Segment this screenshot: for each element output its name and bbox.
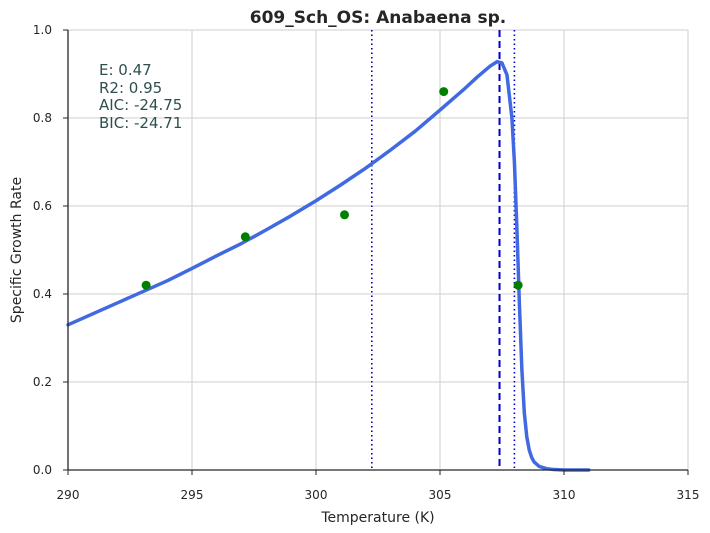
fit-curve-line — [66, 59, 591, 472]
chart-title: 609_Sch_OS: Anabaena sp. — [250, 8, 506, 28]
annotation-aic: AIC: -24.75 — [99, 96, 182, 114]
y-tick-label-4: 0.8 — [33, 111, 52, 125]
data-point-4 — [513, 280, 523, 290]
y-axis-label: Specific Growth Rate — [9, 177, 25, 323]
x-tick-label-5: 315 — [677, 488, 700, 502]
data-points — [141, 87, 523, 290]
data-point-0 — [141, 280, 151, 290]
data-point-2 — [340, 210, 350, 220]
x-tick-label-1: 295 — [181, 488, 204, 502]
x-axis-label: Temperature (K) — [320, 510, 434, 526]
y-tick-label-0: 0.0 — [33, 463, 52, 477]
x-tick-label-2: 300 — [305, 488, 328, 502]
y-tick-label-3: 0.6 — [33, 199, 52, 213]
x-tick-label-0: 290 — [57, 488, 80, 502]
data-point-1 — [240, 232, 250, 242]
annotation-r2: R2: 0.95 — [99, 79, 162, 97]
y-tick-label-5: 1.0 — [33, 23, 52, 37]
axes — [63, 29, 689, 475]
data-point-3 — [439, 87, 449, 97]
y-tick-label-1: 0.2 — [33, 375, 52, 389]
grid-lines — [68, 29, 689, 470]
tick-labels: 290 295 300 305 310 315 0.0 0.2 0.4 0.6 0.8 1.0 — [33, 23, 700, 502]
annotation-e: E: 0.47 — [99, 61, 152, 79]
x-tick-label-3: 305 — [429, 488, 452, 502]
annotation-bic: BIC: -24.71 — [99, 114, 182, 132]
y-tick-label-2: 0.4 — [33, 287, 52, 301]
x-tick-label-4: 310 — [553, 488, 576, 502]
stats-annotation: E: 0.47 R2: 0.95 AIC: -24.75 BIC: -24.71 — [99, 61, 182, 132]
reference-lines — [370, 30, 516, 470]
